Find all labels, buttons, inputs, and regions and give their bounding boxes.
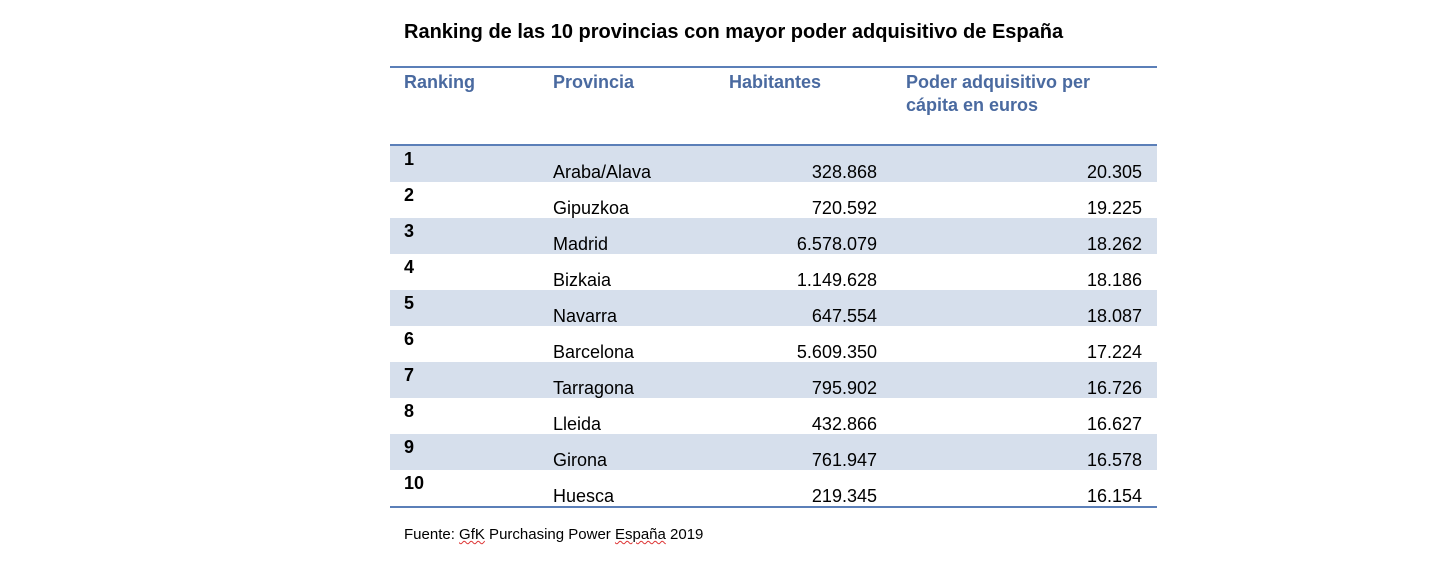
provincia-cell: Lleida <box>553 414 602 434</box>
source-note: Fuente: GfK Purchasing Power España 2019 <box>404 526 704 543</box>
poder-cell: 16.578 <box>1086 450 1142 470</box>
provincia-cell: Barcelona <box>553 342 635 362</box>
table-row: 9 Girona 761.947 16.578 <box>390 434 1157 470</box>
provincia-cell: Madrid <box>553 234 609 254</box>
provincia-cell: Girona <box>553 450 608 470</box>
habitantes-cell: 1.149.628 <box>796 270 877 290</box>
habitantes-cell: 6.578.079 <box>796 234 877 254</box>
poder-cell: 18.087 <box>1086 306 1142 326</box>
rank-cell: 10 <box>404 473 425 493</box>
provincia-cell: Bizkaia <box>553 270 612 290</box>
poder-cell: 18.186 <box>1086 270 1142 290</box>
table-row: 4 Bizkaia 1.149.628 18.186 <box>390 254 1157 290</box>
rank-cell: 9 <box>404 437 415 457</box>
provincia-cell: Navarra <box>553 306 618 326</box>
habitantes-cell: 720.592 <box>811 198 877 218</box>
poder-cell: 16.627 <box>1086 414 1142 434</box>
rank-cell: 7 <box>404 365 415 385</box>
table-row: 1 Araba/Alava 328.868 20.305 <box>390 146 1157 182</box>
ranking-table: Ranking Provincia Habitantes Poder adqui… <box>390 66 1157 508</box>
provincia-cell: Araba/Alava <box>553 162 652 182</box>
poder-cell: 20.305 <box>1086 162 1142 182</box>
poder-cell: 19.225 <box>1086 198 1142 218</box>
provincia-cell: Huesca <box>553 486 615 506</box>
header-provincia: Provincia <box>553 72 635 92</box>
rank-cell: 2 <box>404 185 415 205</box>
habitantes-cell: 328.868 <box>811 162 877 182</box>
rank-cell: 5 <box>404 293 415 313</box>
table-row: 10 Huesca 219.345 16.154 <box>390 470 1157 506</box>
header-ranking: Ranking <box>404 72 476 92</box>
table-row: 3 Madrid 6.578.079 18.262 <box>390 218 1157 254</box>
header-poder: Poder adquisitivo per cápita en euros <box>906 72 1091 115</box>
poder-cell: 16.154 <box>1086 486 1142 506</box>
header-habitantes: Habitantes <box>729 72 822 92</box>
habitantes-cell: 432.866 <box>811 414 877 434</box>
habitantes-cell: 219.345 <box>811 486 877 506</box>
table-row: 2 Gipuzkoa 720.592 19.225 <box>390 182 1157 218</box>
habitantes-cell: 647.554 <box>811 306 877 326</box>
poder-cell: 18.262 <box>1086 234 1142 254</box>
rank-cell: 3 <box>404 221 415 241</box>
poder-cell: 17.224 <box>1086 342 1142 362</box>
table-row: 7 Tarragona 795.902 16.726 <box>390 362 1157 398</box>
table-row: 5 Navarra 647.554 18.087 <box>390 290 1157 326</box>
provincia-cell: Tarragona <box>553 378 635 398</box>
rank-cell: 6 <box>404 329 415 349</box>
habitantes-cell: 5.609.350 <box>796 342 877 362</box>
poder-cell: 16.726 <box>1086 378 1142 398</box>
habitantes-cell: 795.902 <box>811 378 877 398</box>
table-row: 6 Barcelona 5.609.350 17.224 <box>390 326 1157 362</box>
table-header: Ranking Provincia Habitantes Poder adqui… <box>390 66 1157 146</box>
rank-cell: 1 <box>404 149 415 169</box>
habitantes-cell: 761.947 <box>811 450 877 470</box>
provincia-cell: Gipuzkoa <box>553 198 630 218</box>
table-title: Ranking de las 10 provincias con mayor p… <box>404 21 1064 43</box>
table-row: 8 Lleida 432.866 16.627 <box>390 398 1157 434</box>
bottom-rule <box>390 506 1157 508</box>
rank-cell: 8 <box>404 401 415 421</box>
rank-cell: 4 <box>404 257 415 277</box>
